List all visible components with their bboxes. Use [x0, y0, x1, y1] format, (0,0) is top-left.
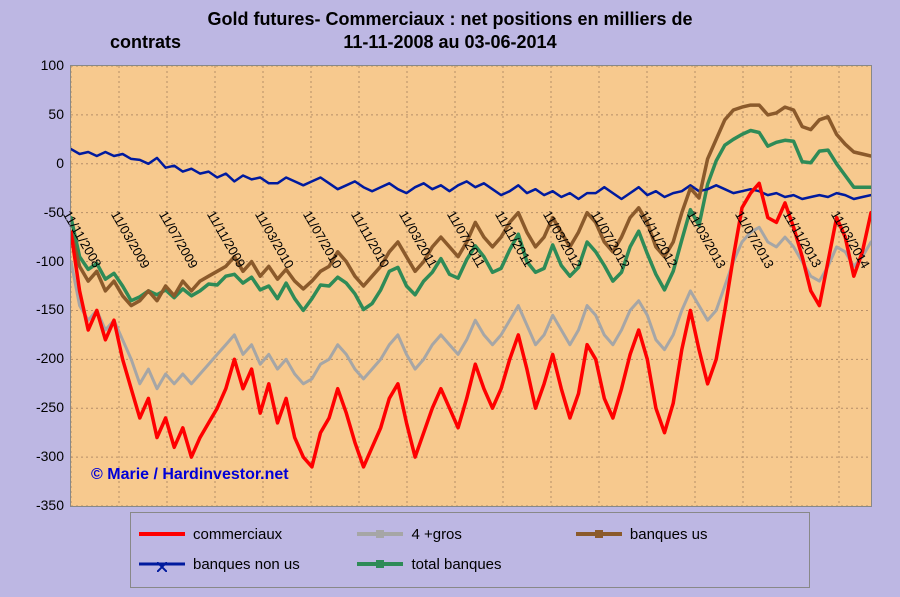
legend-item-total_banques: total banques — [357, 549, 575, 579]
y-tick-label: -300 — [36, 448, 64, 464]
y-tick-label: -150 — [36, 301, 64, 317]
legend-swatch — [357, 525, 403, 543]
legend-label: banques us — [630, 526, 708, 543]
title-line-1: Gold futures- Commerciaux : net position… — [0, 8, 900, 31]
legend-label: total banques — [411, 556, 501, 573]
y-axis-ticks: 100500-50-100-150-200-250-300-350 — [0, 65, 70, 505]
legend-label: 4 +gros — [411, 526, 461, 543]
y-tick-label: -100 — [36, 253, 64, 269]
title-line-2-left: contrats — [110, 31, 181, 54]
y-tick-label: 0 — [56, 155, 64, 171]
legend-label: banques non us — [193, 556, 300, 573]
legend-swatch — [139, 555, 185, 573]
legend-item-banques_non_us: banques non us — [139, 549, 357, 579]
legend-label: commerciaux — [193, 526, 282, 543]
y-tick-label: -200 — [36, 350, 64, 366]
plot-svg — [71, 66, 871, 506]
title-line-2-right: 11-11-2008 au 03-06-2014 — [343, 32, 556, 52]
legend-item-commerciaux: commerciaux — [139, 519, 357, 549]
legend-swatch — [576, 525, 622, 543]
y-tick-label: 50 — [48, 106, 64, 122]
legend: commerciaux 4 +gros banques us banques non … — [130, 512, 810, 588]
chart-title: Gold futures- Commerciaux : net position… — [0, 8, 900, 53]
plot-area: 11/11/200811/03/200911/07/200911/11/2009… — [70, 65, 872, 507]
y-tick-label: -350 — [36, 497, 64, 513]
legend-swatch — [139, 525, 185, 543]
attribution-text: © Marie / Hardinvestor.net — [91, 466, 289, 484]
chart-container: Gold futures- Commerciaux : net position… — [0, 0, 900, 597]
y-tick-label: 100 — [41, 57, 64, 73]
y-tick-label: -250 — [36, 399, 64, 415]
legend-item-banques_us: banques us — [576, 519, 794, 549]
y-tick-label: -50 — [44, 204, 64, 220]
legend-swatch — [357, 555, 403, 573]
title-line-2: contrats 11-11-2008 au 03-06-2014 — [0, 31, 900, 54]
legend-item-four_gros: 4 +gros — [357, 519, 575, 549]
